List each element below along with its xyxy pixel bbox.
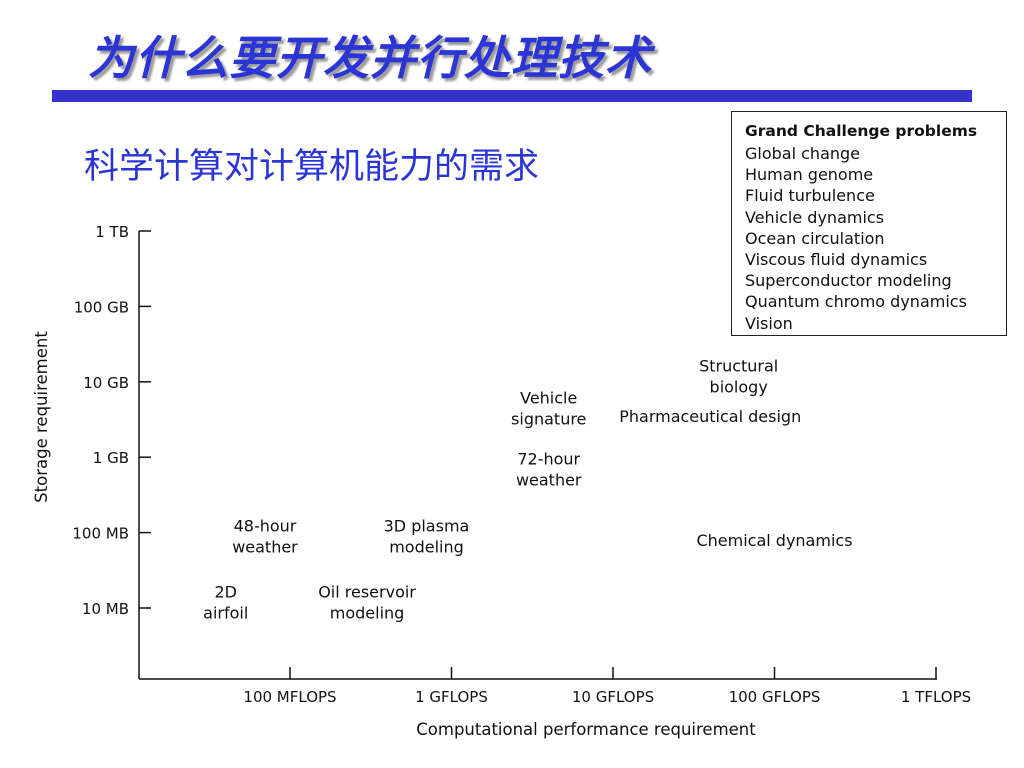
y-tick-label: 100 MB (72, 525, 129, 543)
data-point-label: Pharmaceutical design (619, 407, 801, 426)
grand-challenge-legend: Grand Challenge problems Global change H… (731, 111, 1007, 336)
legend-item: Vehicle dynamics (745, 207, 885, 227)
legend-title: Grand Challenge problems (745, 122, 978, 140)
x-tick-label: 100 GFLOPS (729, 688, 821, 706)
legend-item: Ocean circulation (745, 228, 885, 248)
x-tick-label: 100 MFLOPS (243, 688, 336, 706)
x-axis-label: Computational performance requirement (416, 720, 756, 739)
legend-item: Superconductor modeling (745, 271, 952, 291)
data-point-label: Oil reservoir modeling (318, 583, 416, 623)
y-tick-label: 1 TB (95, 223, 129, 241)
legend-item: Human genome (745, 165, 874, 185)
legend-item: Vision (745, 313, 793, 333)
legend-item: Quantum chromo dynamics (745, 292, 967, 312)
data-point-label: Chemical dynamics (696, 531, 852, 550)
data-point-label: 2D airfoil (203, 583, 248, 623)
y-tick-label: 10 MB (82, 600, 129, 618)
slide-subtitle: 科学计算对计算机能力的需求 (84, 147, 540, 187)
data-point-label: 3D plasma modeling (384, 517, 470, 557)
data-point-label: Vehicle signature (511, 388, 586, 428)
data-point-label: Structural biology (699, 356, 778, 396)
x-tick-label: 10 GFLOPS (572, 688, 654, 706)
x-tick-label: 1 TFLOPS (901, 688, 971, 706)
data-point-label: 72-hour weather (516, 449, 582, 489)
data-point-label: 48-hour weather (232, 517, 298, 557)
title-underline-bar (52, 90, 972, 102)
slide-title: 为什么要开发并行处理技术 (88, 31, 652, 85)
y-axis-label: Storage requirement (32, 331, 51, 503)
y-tick-label: 1 GB (93, 449, 129, 467)
legend-item: Global change (745, 144, 861, 163)
legend-item: Viscous fluid dynamics (745, 250, 928, 270)
legend-item: Fluid turbulence (745, 186, 875, 206)
y-tick-label: 10 GB (83, 374, 129, 392)
y-tick-label: 100 GB (74, 298, 129, 316)
x-tick-label: 1 GFLOPS (415, 688, 488, 706)
